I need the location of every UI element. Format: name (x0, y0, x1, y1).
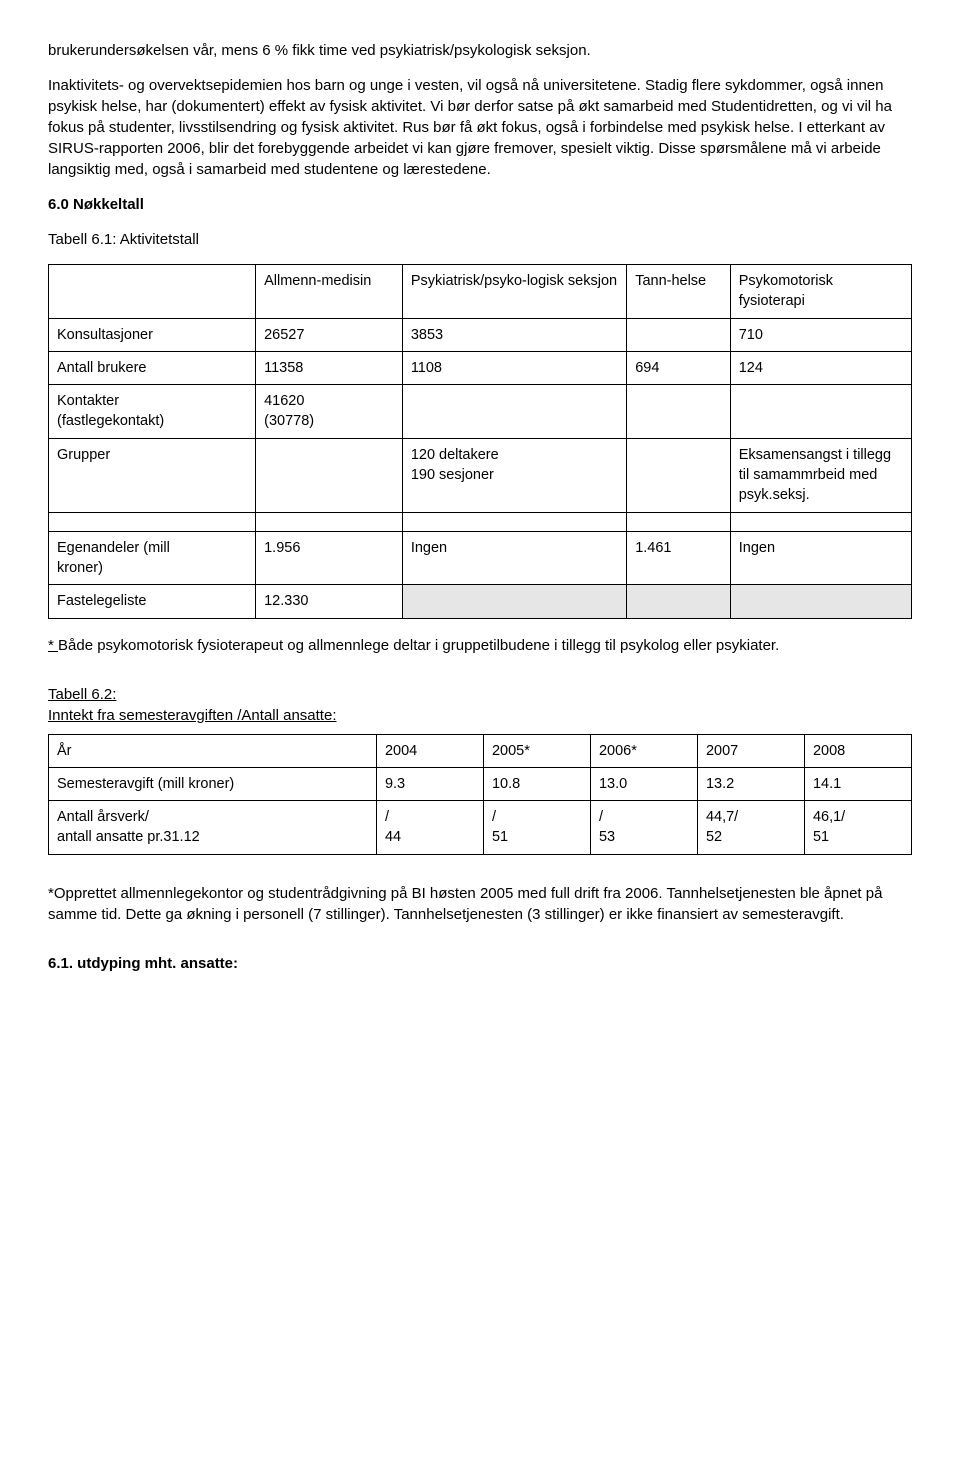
cell-line: 190 sesjoner (411, 467, 494, 483)
cell (256, 438, 403, 512)
header-allmenn: Allmenn-medisin (256, 265, 403, 319)
cell (730, 385, 911, 439)
table-row: Grupper 120 deltakere 190 sesjoner Eksam… (49, 438, 912, 512)
cell: 2007 (697, 734, 804, 767)
paragraph-3: *Opprettet allmennlegekontor og studentr… (48, 883, 912, 925)
note-text: Både psykomotorisk fysioterapeut og allm… (58, 637, 779, 654)
table-header-row: Allmenn-medisin Psykiatrisk/psyko-logisk… (49, 265, 912, 319)
cell: Antall årsverk/ antall ansatte pr.31.12 (49, 801, 377, 855)
table-6-2-caption-2: Inntekt fra semesteravgiften /Antall ans… (48, 707, 337, 724)
cell-line: antall ansatte pr.31.12 (57, 829, 200, 845)
cell: 13.2 (697, 767, 804, 800)
cell-shaded (402, 585, 626, 618)
cell: Ingen (402, 531, 626, 585)
cell: 694 (627, 351, 731, 384)
cell: 1.461 (627, 531, 731, 585)
table-row: Antall brukere 11358 1108 694 124 (49, 351, 912, 384)
header-psykomotorisk: Psykomotorisk fysioterapi (730, 265, 911, 319)
heading-6-0: 6.0 Nøkkeltall (48, 194, 912, 215)
cell: 1108 (402, 351, 626, 384)
cell-line: 51 (492, 829, 508, 845)
cell: 124 (730, 351, 911, 384)
cell: 2005* (483, 734, 590, 767)
cell-line: / (385, 809, 389, 825)
cell-line: 52 (706, 829, 722, 845)
header-tann: Tann-helse (627, 265, 731, 319)
cell: Ingen (730, 531, 911, 585)
table-header-row: År 2004 2005* 2006* 2007 2008 (49, 734, 912, 767)
cell: / 53 (590, 801, 697, 855)
heading-6-1: 6.1. utdyping mht. ansatte: (48, 953, 912, 974)
table-6-1-caption: Tabell 6.1: Aktivitetstall (48, 229, 912, 250)
cell: Grupper (49, 438, 256, 512)
cell-line: 44,7/ (706, 809, 738, 825)
cell-shaded (627, 585, 731, 618)
cell (627, 385, 731, 439)
cell: Antall brukere (49, 351, 256, 384)
table-6-1-note: * Både psykomotorisk fysioterapeut og al… (48, 635, 912, 656)
cell-line: Kontakter (57, 393, 119, 409)
cell: Eksamensangst i tillegg til samammrbeid … (730, 438, 911, 512)
cell-line: 120 deltakere (411, 447, 499, 463)
cell-line: 44 (385, 829, 401, 845)
cell (402, 385, 626, 439)
cell: 12.330 (256, 585, 403, 618)
cell: Konsultasjoner (49, 318, 256, 351)
cell-line: 46,1/ (813, 809, 845, 825)
cell: Semesteravgift (mill kroner) (49, 767, 377, 800)
cell-line: (30778) (264, 413, 314, 429)
table-6-2-caption-1: Tabell 6.2: (48, 686, 116, 703)
cell: 46,1/ 51 (804, 801, 911, 855)
cell-line: (fastlegekontakt) (57, 413, 164, 429)
cell: 2004 (376, 734, 483, 767)
cell: Kontakter (fastlegekontakt) (49, 385, 256, 439)
cell: 14.1 (804, 767, 911, 800)
cell-line: Egenandeler (mill (57, 540, 170, 556)
cell-line: 51 (813, 829, 829, 845)
cell-shaded (730, 585, 911, 618)
cell-line: 41620 (264, 393, 304, 409)
cell: År (49, 734, 377, 767)
cell: Fastelegeliste (49, 585, 256, 618)
cell (627, 438, 731, 512)
cell-line: / (599, 809, 603, 825)
header-psyk: Psykiatrisk/psyko-logisk seksjon (402, 265, 626, 319)
cell: 1.956 (256, 531, 403, 585)
table-row: Semesteravgift (mill kroner) 9.3 10.8 13… (49, 767, 912, 800)
cell: / 51 (483, 801, 590, 855)
cell: 26527 (256, 318, 403, 351)
cell: 2006* (590, 734, 697, 767)
cell-line: kroner) (57, 560, 103, 576)
cell-line: 53 (599, 829, 615, 845)
cell: 44,7/ 52 (697, 801, 804, 855)
cell: 9.3 (376, 767, 483, 800)
cell: 3853 (402, 318, 626, 351)
header-empty (49, 265, 256, 319)
table-row: Egenandeler (mill kroner) 1.956 Ingen 1.… (49, 531, 912, 585)
table-row: Antall årsverk/ antall ansatte pr.31.12 … (49, 801, 912, 855)
cell: 2008 (804, 734, 911, 767)
cell: 120 deltakere 190 sesjoner (402, 438, 626, 512)
cell (627, 318, 731, 351)
note-star: * (48, 637, 58, 654)
cell: 710 (730, 318, 911, 351)
cell: Egenandeler (mill kroner) (49, 531, 256, 585)
table-row: Kontakter (fastlegekontakt) 41620 (30778… (49, 385, 912, 439)
cell-line: Antall årsverk/ (57, 809, 149, 825)
cell-line: / (492, 809, 496, 825)
cell: 11358 (256, 351, 403, 384)
cell: 13.0 (590, 767, 697, 800)
intro-line: brukerundersøkelsen vår, mens 6 % fikk t… (48, 40, 912, 61)
table-row: Konsultasjoner 26527 3853 710 (49, 318, 912, 351)
table-6-1: Allmenn-medisin Psykiatrisk/psyko-logisk… (48, 264, 912, 619)
cell: 10.8 (483, 767, 590, 800)
cell: / 44 (376, 801, 483, 855)
table-row: Fastelegeliste 12.330 (49, 585, 912, 618)
table-6-2: År 2004 2005* 2006* 2007 2008 Semesterav… (48, 734, 912, 855)
paragraph-2: Inaktivitets- og overvektsepidemien hos … (48, 75, 912, 180)
table-spacer-row (49, 512, 912, 531)
cell: 41620 (30778) (256, 385, 403, 439)
